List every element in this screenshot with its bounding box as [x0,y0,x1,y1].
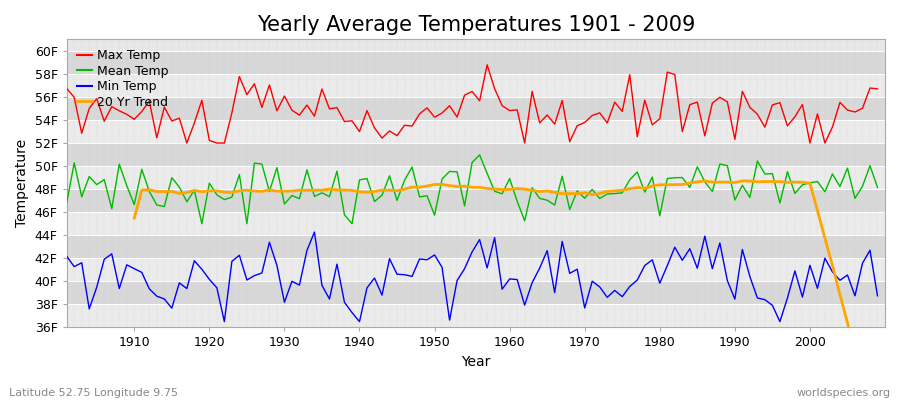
Bar [67,235,885,258]
Bar [67,143,885,166]
Legend: Max Temp, Mean Temp, Min Temp, 20 Yr Trend: Max Temp, Mean Temp, Min Temp, 20 Yr Tre… [73,46,172,112]
Bar [67,304,885,328]
Bar [67,74,885,97]
Y-axis label: Temperature: Temperature [15,139,29,228]
Title: Yearly Average Temperatures 1901 - 2009: Yearly Average Temperatures 1901 - 2009 [256,15,695,35]
X-axis label: Year: Year [461,355,491,369]
Bar [67,258,885,281]
Text: Latitude 52.75 Longitude 9.75: Latitude 52.75 Longitude 9.75 [9,388,178,398]
Text: worldspecies.org: worldspecies.org [796,388,891,398]
Bar [67,281,885,304]
Bar [67,166,885,189]
Bar [67,120,885,143]
Bar [67,212,885,235]
Bar [67,189,885,212]
Bar [67,97,885,120]
Bar [67,51,885,74]
